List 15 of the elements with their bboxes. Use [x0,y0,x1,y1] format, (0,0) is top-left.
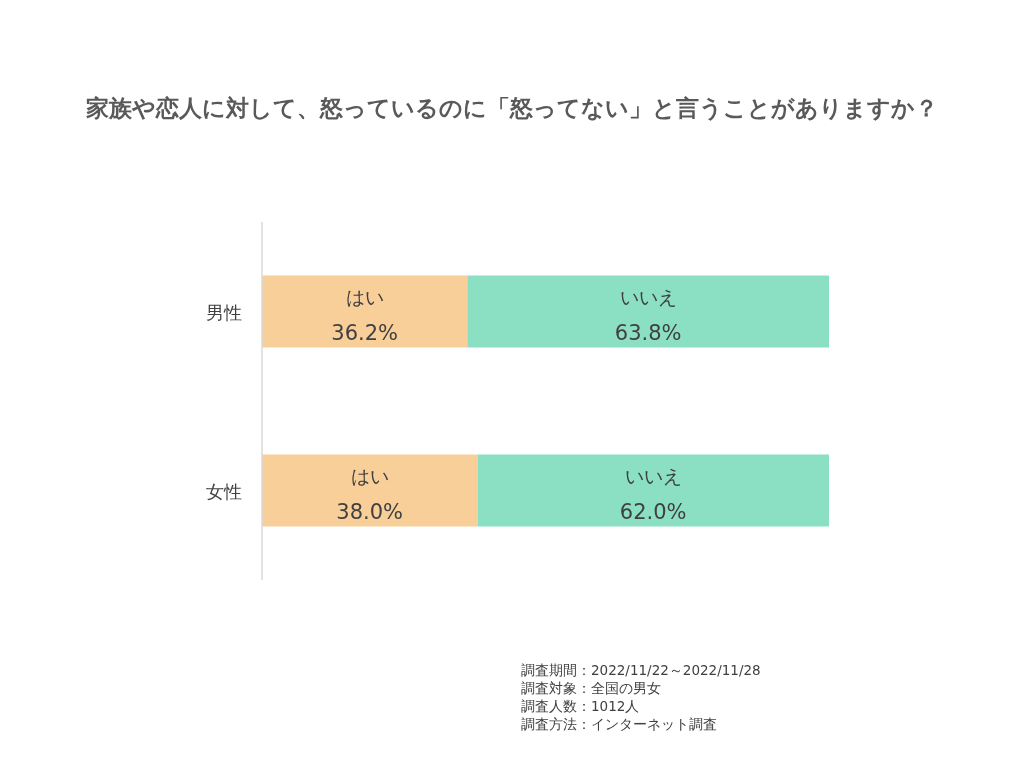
text: はい [350,464,389,487]
chart-title: 家族や恋人に対して、怒っているのに「怒ってない」と言うことがありますか？ [85,95,938,121]
text: 調査対象：全国の男女 [521,680,661,696]
text: 調査期間：2022/11/22～2022/11/28 [521,662,761,678]
data-label: 36.2% [331,320,398,345]
y-tick-label: 男性 [206,301,242,323]
text: いいえ [624,464,682,487]
y-tick-label: 女性 [206,480,242,502]
series-label: はい [345,285,384,308]
data-label: 62.0% [619,499,687,524]
data-label: 38.0% [336,499,404,524]
data-label: 63.8% [614,320,682,345]
series-label: いいえ [619,285,677,308]
text: 調査方法：インターネット調査 [521,716,717,732]
text: 調査人数：1012人 [521,698,640,714]
